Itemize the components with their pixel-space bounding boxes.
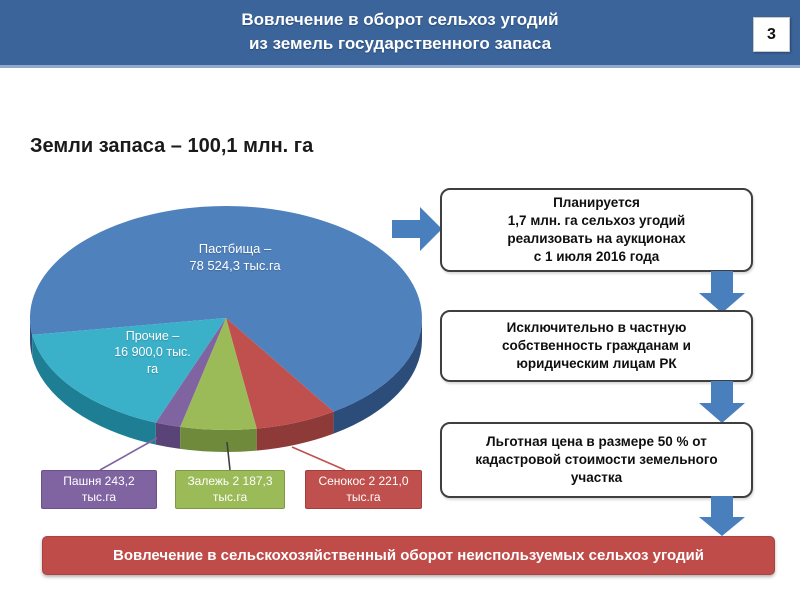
legend-zalezh: Залежь 2 187,3 тыс.га (175, 470, 285, 509)
flow-box-private-ownership: Исключительно в частную собственность гр… (440, 310, 753, 382)
pie-slice-prochie (32, 318, 227, 423)
pie-side-zalezh (180, 426, 257, 452)
down-arrow-shape (699, 381, 745, 423)
down-arrow-icon (699, 496, 745, 536)
right-arrow-shape (392, 207, 442, 251)
pie-slice-pastbishcha (29, 206, 422, 412)
legend-senokos: Сенокос 2 221,0 тыс.га (305, 470, 422, 509)
pie-side-senokos (256, 411, 334, 451)
pie-label-prochie: Прочие – 16 900,0 тыс. га (114, 329, 191, 376)
leader-line-pashnya (99, 437, 158, 471)
down-arrow-icon (699, 381, 745, 423)
legend-pashnya: Пашня 243,2 тыс.га (41, 470, 157, 509)
down-arrow-shape (699, 496, 745, 536)
page-number-badge: 3 (753, 17, 790, 52)
flow-box-discount-price: Льготная цена в размере 50 % от кадастро… (440, 422, 753, 498)
footer-banner: Вовлечение в сельскохозяйственный оборот… (42, 536, 775, 575)
leader-line-senokos (291, 446, 346, 471)
pie-slice-pashnya (155, 318, 226, 427)
leader-line-zalezh (226, 441, 231, 471)
down-arrow-shape (699, 271, 745, 313)
down-arrow-icon (699, 271, 745, 313)
pie-slice-senokos (226, 318, 334, 429)
pie-side-prochie (32, 334, 156, 445)
right-arrow-icon (392, 207, 442, 251)
pie-slice-zalezh (180, 318, 257, 430)
chart-title: Земли запаса – 100,1 млн. га (30, 135, 314, 157)
pie-side-pashnya (155, 422, 181, 449)
pie-label-pastbishcha: Пастбища – 78 524,3 тыс.га (189, 241, 281, 273)
header-banner: Вовлечение в оборот сельхоз угодий из зе… (0, 0, 800, 68)
slide-title: Вовлечение в оборот сельхоз угодий из зе… (241, 10, 559, 54)
pie-side-pastbishcha-left (29, 318, 33, 357)
flow-box-auction: Планируется 1,7 млн. га сельхоз угодий р… (440, 188, 753, 272)
pie-side-pastbishcha-right (333, 318, 422, 434)
pie-chart (29, 206, 422, 471)
